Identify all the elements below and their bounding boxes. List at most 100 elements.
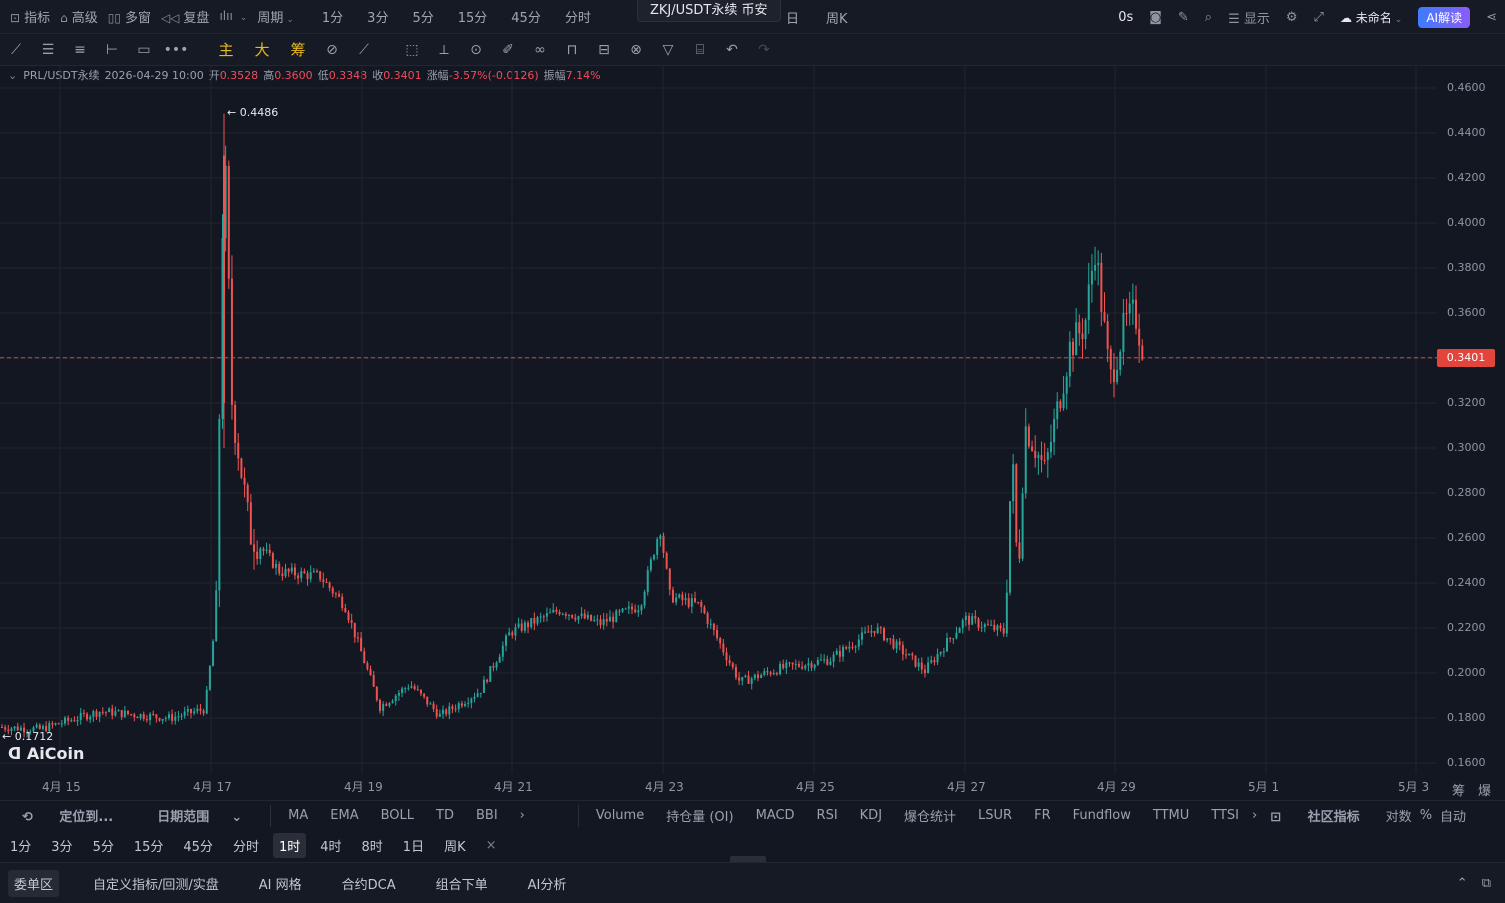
horizontal-ray-icon[interactable]: ⊢	[105, 41, 119, 58]
sub-fr[interactable]: FR	[1034, 808, 1051, 823]
date-range-dropdown[interactable]: 日期范围 ⌄	[146, 806, 253, 825]
candle-type-button[interactable]: ılıı ⌄	[219, 9, 247, 24]
chevron-right-icon[interactable]: ›	[1252, 808, 1258, 823]
price-chart[interactable]	[0, 66, 1437, 774]
period-8h[interactable]: 8时	[361, 839, 383, 855]
sub-ttsi[interactable]: TTSI	[1211, 808, 1240, 823]
top-period-45m[interactable]: 45分	[511, 11, 541, 26]
chevron-up-icon[interactable]: ⌃	[1456, 875, 1468, 891]
replay-button[interactable]: ◁◁ 复盘	[161, 7, 209, 26]
tab-ai-grid[interactable]: AI 网格	[258, 877, 302, 893]
price-axis[interactable]: 0.4600 0.4400 0.4200 0.4000 0.3800 0.3600 0.34…	[1437, 66, 1505, 774]
top-period-15m[interactable]: 15分	[457, 11, 488, 26]
sub-macd[interactable]: MACD	[755, 808, 795, 823]
period-5m[interactable]: 5分	[92, 839, 114, 855]
tab-combo-order[interactable]: 组合下单	[435, 877, 488, 893]
period-1d[interactable]: 1日	[402, 839, 425, 855]
chevron-right-icon[interactable]: ›	[519, 808, 525, 823]
ind-boll[interactable]: BOLL	[380, 808, 415, 823]
tab-custom-indicator[interactable]: 自定义指标/回测/实盘	[93, 877, 219, 893]
locate-button[interactable]: ⟲ 定位到...	[11, 806, 124, 825]
main-force-button[interactable]: 主	[218, 41, 234, 59]
tab-ai-analysis[interactable]: AI分析	[527, 877, 567, 893]
liquidation-side-button[interactable]: 爆	[1478, 784, 1492, 799]
indicator-button[interactable]: ⊡ 指标	[10, 7, 50, 26]
date-axis[interactable]: 4月 15 4月 17 4月 19 4月 21 4月 23 4月 25 4月 27 4月 29…	[0, 774, 1505, 798]
share-icon[interactable]: ⋖	[1486, 9, 1497, 25]
formula-icon[interactable]: ⊘	[326, 41, 338, 58]
period-timeshare[interactable]: 分时	[232, 839, 259, 855]
display-button[interactable]: ☰ 显示	[1228, 8, 1270, 27]
symbol-tab[interactable]: ZKJ/USDT永续 币安	[637, 0, 781, 22]
redo-icon[interactable]: ↷	[758, 41, 770, 58]
sub-rsi[interactable]: RSI	[816, 808, 838, 823]
edit-icon[interactable]: ✎	[1177, 9, 1189, 25]
sub-oi[interactable]: 持仓量 (OI)	[666, 810, 734, 825]
ind-ma[interactable]: MA	[288, 808, 309, 823]
period-dropdown[interactable]: 周期 ⌄	[257, 7, 294, 26]
camera-icon[interactable]: ◙	[1149, 9, 1162, 25]
more-dots-icon[interactable]: •••	[163, 41, 189, 58]
top-period-1m[interactable]: 1分	[321, 11, 344, 26]
period-1m[interactable]: 1分	[10, 839, 32, 855]
sub-fundflow[interactable]: Fundflow	[1072, 808, 1131, 823]
period-4h[interactable]: 4时	[320, 839, 342, 855]
community-indicator-button[interactable]: ⊡ 社区指标	[1259, 806, 1370, 825]
sub-lsur[interactable]: LSUR	[978, 808, 1013, 823]
undo-icon[interactable]: ↶	[726, 41, 738, 58]
top-period-week[interactable]: 周K	[826, 12, 848, 27]
log-scale-toggle[interactable]: 对数	[1385, 810, 1412, 825]
auto-scale-toggle[interactable]: 自动	[1440, 810, 1467, 825]
hide-icon[interactable]: ⊟	[598, 41, 610, 58]
trend-line-icon[interactable]: ⟋	[11, 41, 21, 58]
period-45m[interactable]: 45分	[183, 839, 213, 855]
glasses-icon[interactable]: ∞	[534, 41, 546, 58]
link-icon[interactable]: ⊗	[630, 41, 642, 58]
filter-icon[interactable]: ▽	[662, 41, 674, 58]
lock-icon[interactable]: ⊓	[566, 41, 578, 58]
percent-scale-toggle[interactable]: %	[1419, 808, 1433, 823]
sub-volume[interactable]: Volume	[595, 808, 645, 823]
sub-liquidation[interactable]: 爆仓统计	[904, 810, 957, 825]
period-week[interactable]: 周K	[444, 839, 466, 855]
tab-contract-dca[interactable]: 合约DCA	[341, 877, 396, 893]
popout-icon[interactable]: ⧉	[1481, 875, 1491, 891]
close-icon[interactable]: ×	[485, 837, 497, 853]
top-period-1d[interactable]: 日	[786, 12, 800, 27]
top-period-3m[interactable]: 3分	[367, 11, 389, 26]
fullscreen-icon[interactable]: ⤢	[1313, 9, 1324, 25]
sub-ttmu[interactable]: TTMU	[1152, 808, 1190, 823]
indicator-label: 指标	[24, 11, 51, 26]
ind-ema[interactable]: EMA	[330, 808, 359, 823]
period-3m[interactable]: 3分	[51, 839, 73, 855]
parallel-lines-icon[interactable]: ☰	[41, 41, 55, 58]
measure-icon[interactable]: ⟂	[439, 41, 449, 58]
rectangle-icon[interactable]: ▭	[137, 41, 151, 58]
multi-window-button[interactable]: ▯▯ 多窗	[108, 7, 151, 26]
chip-button[interactable]: 筹	[290, 41, 306, 59]
period-15m[interactable]: 15分	[133, 839, 164, 855]
collapse-icon[interactable]: ⌄	[8, 68, 18, 82]
ruler-icon[interactable]: ⟋	[359, 41, 369, 58]
horizontal-lines-icon[interactable]: ≡	[74, 41, 86, 58]
big-order-button[interactable]: 大	[254, 41, 270, 59]
panel-resize-handle[interactable]	[730, 856, 766, 862]
candle-up	[149, 713, 152, 721]
tab-order-area[interactable]: 委单区	[8, 869, 60, 897]
advanced-button[interactable]: ⌂ 高级	[60, 7, 98, 26]
sub-kdj[interactable]: KDJ	[859, 808, 883, 823]
top-period-timeshare[interactable]: 分时	[564, 11, 591, 26]
period-1h[interactable]: 1时	[272, 832, 307, 858]
ai-interpret-button[interactable]: AI解读	[1418, 6, 1471, 28]
ind-td[interactable]: TD	[436, 808, 454, 823]
settings-icon[interactable]: ⚙	[1285, 9, 1298, 25]
select-icon[interactable]: ⬚	[405, 41, 419, 58]
alert-icon[interactable]: ⌕	[1204, 9, 1213, 25]
ind-bbi[interactable]: BBI	[475, 808, 498, 823]
magnet-icon[interactable]: ⊙	[470, 41, 482, 58]
top-period-5m[interactable]: 5分	[412, 11, 434, 26]
layout-name-button[interactable]: ☁ 未命名 ⌄	[1340, 9, 1402, 26]
chip-side-button[interactable]: 筹	[1452, 784, 1466, 799]
pen-icon[interactable]: ✐	[502, 41, 514, 58]
trash-icon[interactable]: ⌸	[695, 41, 705, 58]
